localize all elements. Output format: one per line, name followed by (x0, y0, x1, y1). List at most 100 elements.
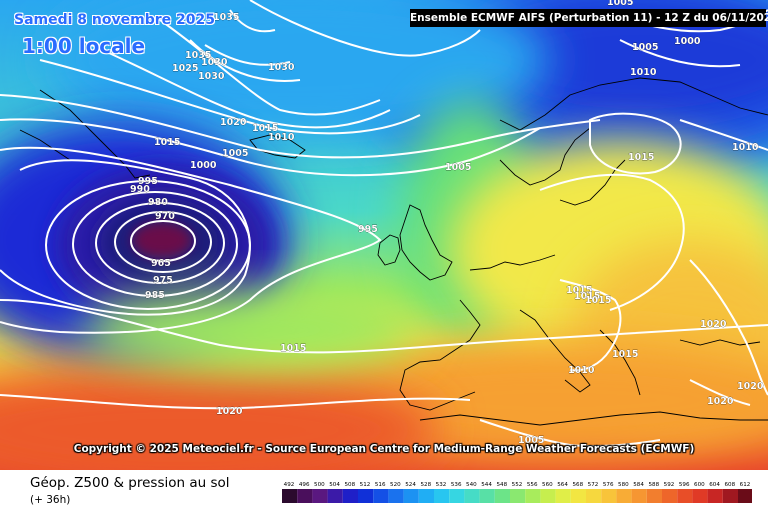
isobar-label: 1015 (585, 295, 611, 306)
isobar-label: 990 (130, 184, 150, 195)
legend-label: 548 (496, 482, 507, 488)
legend-swatch (646, 489, 662, 503)
legend-swatch (373, 489, 389, 503)
copyright-notice: Copyright © 2025 Meteociel.fr - Source E… (73, 443, 695, 455)
isobars (0, 0, 768, 446)
isobar-label: 1005 (632, 42, 658, 53)
legend-swatch (631, 489, 647, 503)
legend-label: 500 (314, 482, 325, 488)
coast-ireland (377, 234, 401, 266)
legend-swatch (479, 489, 495, 503)
legend-swatch (403, 489, 419, 503)
isobar-1010-north (619, 39, 741, 68)
isobar-1030-a (204, 44, 291, 66)
isobar-label: 1010 (568, 365, 595, 376)
legend-swatch (449, 489, 465, 503)
isobar-label: 1010 (732, 142, 759, 153)
legend-swatch (464, 489, 480, 503)
footer-subtitle: (+ 36h) (30, 494, 71, 506)
legend-swatch (525, 489, 541, 503)
isobar-label: 1015 (566, 285, 592, 296)
isobar-1020-south (0, 394, 471, 410)
legend-swatch (342, 489, 358, 503)
legend-swatch (601, 489, 617, 503)
coast-greenland-south (19, 129, 71, 161)
legend-swatch (662, 489, 678, 503)
isobar-980 (72, 191, 238, 297)
legend-label: 532 (436, 482, 447, 488)
field-blob-arctic (50, 0, 550, 140)
legend-swatch (540, 489, 556, 503)
isobar-label: 965 (151, 258, 171, 269)
low-pressure-center (132, 222, 192, 258)
isobar-label: 1020 (216, 406, 243, 417)
forecast-date: Samedi 8 novembre 2025 (14, 12, 215, 28)
isobar-label: 1030 (201, 57, 228, 68)
legend-swatch (282, 489, 298, 503)
coastlines (19, 77, 768, 426)
isobar-label: 1030 (198, 71, 225, 82)
legend-swatch (327, 489, 343, 503)
legend-swatch (494, 489, 510, 503)
legend-label: 608 (724, 482, 735, 488)
isobar-1030-b (249, 0, 481, 57)
isobar-label: 1020 (737, 381, 764, 392)
isobar-975 (95, 202, 225, 284)
coast-scandinavia-west (499, 127, 591, 186)
isobar-label: 1010 (268, 132, 295, 143)
isobar-label: 1030 (268, 62, 295, 73)
isobar-label: 975 (153, 275, 173, 286)
legend-label: 584 (633, 482, 644, 488)
isobar-label: 1025 (172, 63, 198, 74)
isobar-label: 995 (138, 176, 158, 187)
field-blob-atlantic-green (80, 290, 420, 370)
legend-swatch (418, 489, 434, 503)
coast-italy (519, 309, 591, 393)
isobar-label: 970 (155, 211, 175, 222)
isobar-1015-europe (539, 173, 685, 311)
isobar-1010 (39, 59, 421, 135)
legend-swatch (722, 489, 738, 503)
forecast-local-time: 1:00 locale (22, 34, 146, 58)
isobar-label: 995 (358, 224, 378, 235)
weather-map: 1035 1035 1030 1025 1030 1030 1020 1015 … (0, 0, 768, 470)
isobar-label: 1005 (607, 0, 633, 8)
isobar-label: 1020 (707, 396, 734, 407)
legend-swatch (677, 489, 693, 503)
isobar-label: 1015 (574, 291, 600, 302)
legend-label: 568 (572, 482, 583, 488)
legend-label: 564 (557, 482, 568, 488)
isobar-label: 985 (145, 290, 165, 301)
legend-label: 588 (648, 482, 659, 488)
field-blob-south-red (0, 370, 440, 470)
isobar-label: 1005 (222, 148, 248, 159)
legend-swatch (692, 489, 708, 503)
legend-swatch (388, 489, 404, 503)
legend-label: 560 (542, 482, 553, 488)
legend-label: 520 (390, 482, 401, 488)
isobar-label: 1005 (445, 162, 471, 173)
legend-swatch (586, 489, 602, 503)
isobar-label: 1015 (252, 123, 278, 134)
isobar-1015-north-closed (589, 112, 682, 175)
legend-label: 592 (664, 482, 675, 488)
legend-swatch (738, 489, 752, 503)
isobar-labels: 1035 1035 1030 1025 1030 1030 1020 1015 … (130, 0, 764, 446)
legend-label: 544 (481, 482, 492, 488)
isobar-1015-med (479, 419, 661, 448)
legend-label: 556 (527, 482, 538, 488)
isobar-1025 (189, 39, 301, 82)
coast-north-africa (419, 411, 768, 426)
legend-swatch (616, 489, 632, 503)
isobar-970 (114, 211, 212, 273)
legend-swatch (555, 489, 571, 503)
legend-label: 604 (709, 482, 720, 488)
legend-label: 508 (344, 482, 355, 488)
isobar-label: 1020 (700, 319, 727, 330)
legend-swatch (510, 489, 526, 503)
isobar-1000 (0, 118, 541, 177)
isobar-label: 1020 (220, 117, 247, 128)
legend-label: 580 (618, 482, 629, 488)
legend-labels: 492 496 500 504 508 512 516 520 524 528 532 536 540 5… (284, 482, 751, 488)
legend-label: 504 (329, 482, 340, 488)
